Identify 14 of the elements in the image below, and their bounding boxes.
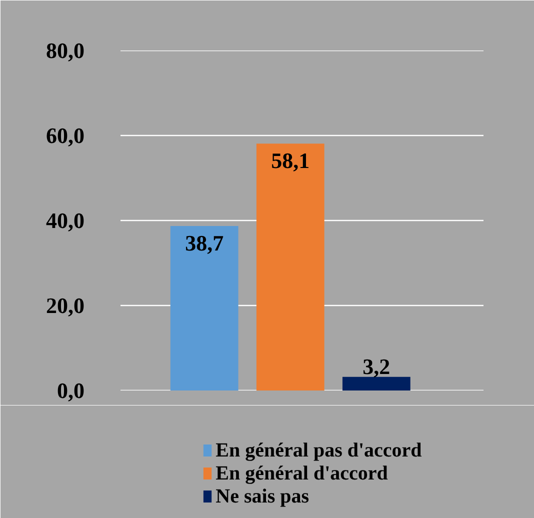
bar <box>170 226 238 390</box>
data-label: 38,7 <box>185 230 224 256</box>
y-tick-label: 80,0 <box>46 38 84 63</box>
legend-label: En général pas d'accord <box>216 440 422 462</box>
bar <box>342 376 410 390</box>
legend-label: Ne sais pas <box>216 486 310 508</box>
bar <box>256 144 324 390</box>
y-tick-label: 20,0 <box>46 293 84 318</box>
legend-label: En général d'accord <box>216 462 388 484</box>
y-tick-label: 60,0 <box>46 123 84 148</box>
data-label: 3,2 <box>362 354 390 380</box>
data-label: 58,1 <box>271 148 310 174</box>
y-tick-label: 0,0 <box>57 378 84 403</box>
y-tick-label: 40,0 <box>46 208 84 233</box>
